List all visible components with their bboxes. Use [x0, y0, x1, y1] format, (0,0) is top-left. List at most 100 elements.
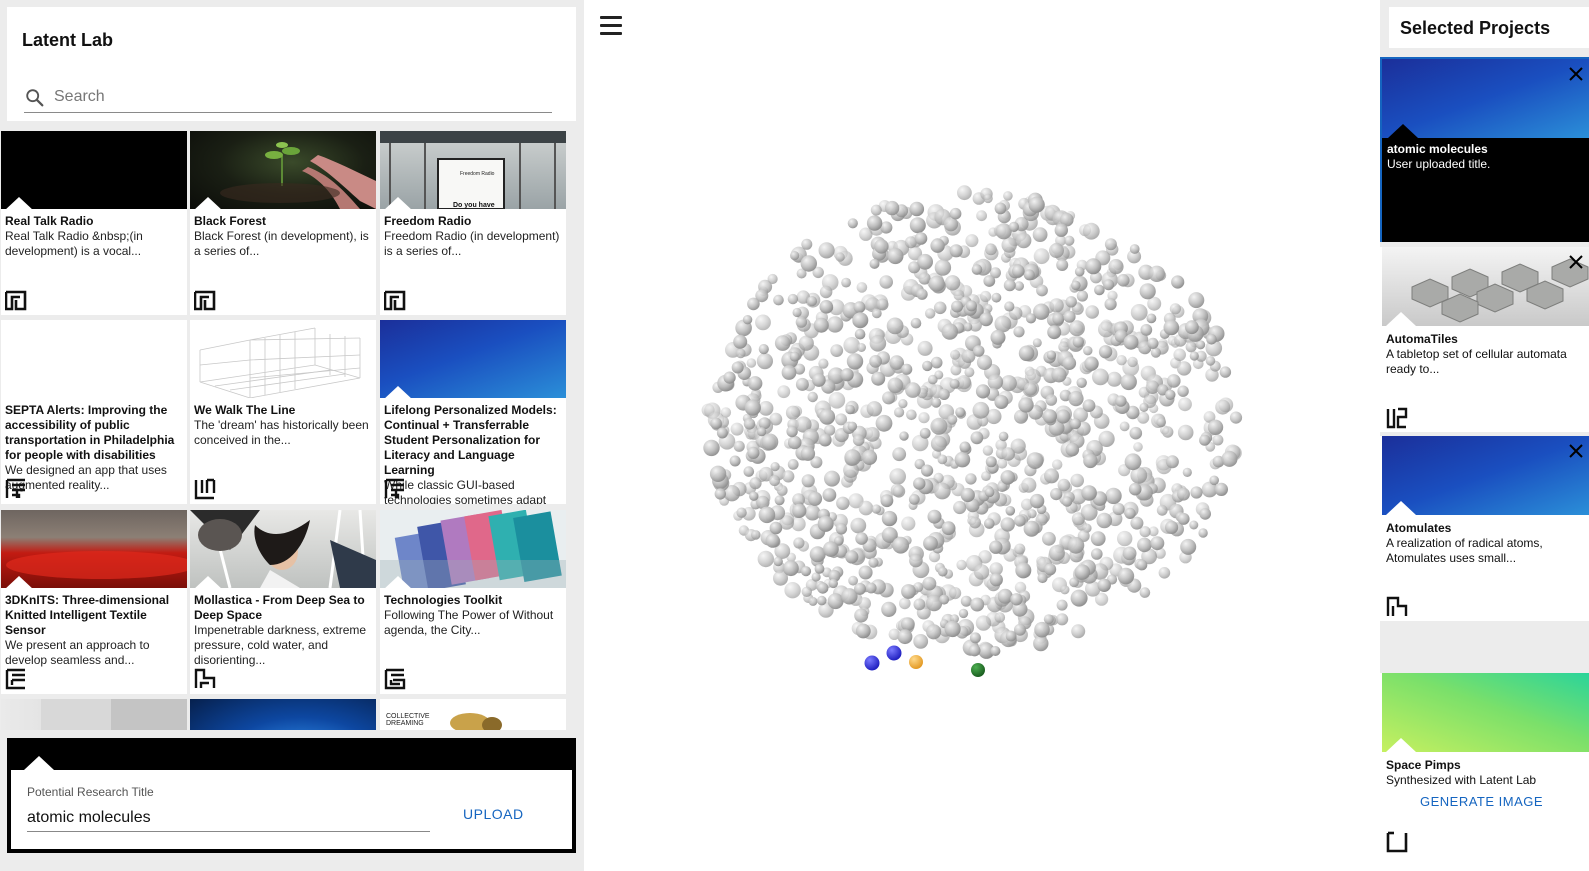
- embedding-point[interactable]: [994, 395, 1009, 409]
- embedding-point[interactable]: [827, 367, 845, 385]
- embedding-point[interactable]: [928, 275, 945, 292]
- search-input[interactable]: [54, 83, 544, 111]
- embedding-point[interactable]: [1090, 531, 1106, 546]
- embedding-point[interactable]: [1163, 319, 1180, 336]
- embedding-point[interactable]: [817, 515, 834, 532]
- embedding-point[interactable]: [836, 496, 850, 510]
- embedding-point[interactable]: [1147, 296, 1162, 311]
- embedding-point[interactable]: [943, 217, 959, 232]
- embedding-point[interactable]: [786, 425, 798, 438]
- embedding-point[interactable]: [930, 238, 945, 253]
- embedding-point[interactable]: [1137, 537, 1152, 553]
- embedding-point[interactable]: [1033, 248, 1050, 265]
- embedding-point[interactable]: [1003, 279, 1016, 292]
- embedding-point[interactable]: [968, 318, 982, 332]
- embedding-point[interactable]: [808, 596, 818, 606]
- embedding-point[interactable]: [949, 587, 962, 600]
- embedding-point[interactable]: [869, 355, 882, 368]
- embedding-point[interactable]: [742, 315, 753, 325]
- embedding-point[interactable]: [982, 445, 994, 456]
- embedding-point[interactable]: [828, 392, 846, 409]
- embedding-point[interactable]: [1074, 266, 1085, 277]
- embedding-point[interactable]: [949, 244, 963, 258]
- latent-space-visualization[interactable]: [600, 40, 1360, 860]
- embedding-point[interactable]: [852, 434, 865, 446]
- embedding-point[interactable]: [782, 470, 795, 483]
- embedding-point[interactable]: [937, 566, 948, 577]
- embedding-point[interactable]: [937, 454, 948, 465]
- embedding-point[interactable]: [987, 374, 1004, 390]
- embedding-point[interactable]: [1083, 453, 1098, 469]
- embedding-point[interactable]: [1156, 417, 1166, 428]
- embedding-point[interactable]: [795, 377, 809, 391]
- embedding-point[interactable]: [795, 416, 812, 433]
- embedding-point[interactable]: [770, 462, 780, 472]
- project-card[interactable]: [1, 699, 187, 730]
- embedding-point[interactable]: [1085, 258, 1102, 275]
- embedding-point[interactable]: [1037, 572, 1048, 584]
- embedding-point[interactable]: [1119, 421, 1130, 432]
- embedding-point[interactable]: [1001, 237, 1017, 253]
- highlighted-point[interactable]: [864, 655, 880, 671]
- embedding-point[interactable]: [908, 494, 920, 505]
- embedding-point[interactable]: [1165, 389, 1176, 400]
- embedding-point[interactable]: [985, 456, 997, 468]
- embedding-point[interactable]: [899, 431, 909, 441]
- embedding-point[interactable]: [892, 447, 907, 462]
- embedding-point[interactable]: [1167, 374, 1181, 388]
- embedding-point[interactable]: [1198, 528, 1208, 538]
- embedding-point[interactable]: [1126, 405, 1140, 420]
- embedding-point[interactable]: [865, 582, 877, 594]
- embedding-point[interactable]: [965, 234, 979, 248]
- embedding-point[interactable]: [994, 315, 1012, 333]
- embedding-point[interactable]: [774, 495, 785, 506]
- embedding-point[interactable]: [1165, 455, 1179, 469]
- embedding-point[interactable]: [1072, 336, 1084, 348]
- embedding-point[interactable]: [1098, 321, 1115, 338]
- embedding-point[interactable]: [1221, 450, 1238, 467]
- embedding-point[interactable]: [953, 500, 967, 515]
- embedding-point[interactable]: [1147, 337, 1159, 349]
- embedding-point[interactable]: [1081, 485, 1097, 501]
- embedding-point[interactable]: [856, 282, 868, 293]
- embedding-point[interactable]: [841, 277, 851, 288]
- embedding-point[interactable]: [1177, 512, 1190, 525]
- embedding-point[interactable]: [765, 533, 780, 548]
- embedding-point[interactable]: [801, 238, 813, 250]
- embedding-point[interactable]: [736, 507, 747, 518]
- embedding-point[interactable]: [898, 399, 908, 409]
- embedding-point[interactable]: [792, 493, 805, 506]
- embedding-point[interactable]: [990, 267, 1001, 279]
- selected-card-automatiles[interactable]: AutomaTiles A tabletop set of cellular au…: [1380, 247, 1589, 432]
- embedding-point[interactable]: [1069, 418, 1081, 430]
- embedding-point[interactable]: [913, 477, 926, 490]
- embedding-point[interactable]: [966, 300, 977, 312]
- embedding-point[interactable]: [922, 576, 937, 591]
- embedding-point[interactable]: [824, 470, 840, 487]
- embedding-point[interactable]: [970, 431, 984, 445]
- embedding-point[interactable]: [918, 412, 930, 424]
- embedding-point[interactable]: [909, 201, 925, 217]
- embedding-point[interactable]: [758, 401, 774, 416]
- embedding-point[interactable]: [887, 247, 904, 265]
- embedding-point[interactable]: [1023, 520, 1040, 537]
- embedding-point[interactable]: [969, 516, 981, 529]
- embedding-point[interactable]: [777, 385, 791, 399]
- embedding-point[interactable]: [1027, 509, 1037, 519]
- embedding-point[interactable]: [965, 473, 977, 485]
- embedding-point[interactable]: [1071, 624, 1086, 639]
- embedding-point[interactable]: [1115, 395, 1127, 407]
- embedding-point[interactable]: [1173, 348, 1186, 362]
- embedding-point[interactable]: [1219, 366, 1232, 378]
- embedding-point[interactable]: [1141, 548, 1157, 565]
- embedding-point[interactable]: [1016, 232, 1032, 249]
- embedding-point[interactable]: [787, 435, 802, 450]
- close-icon[interactable]: [1567, 253, 1585, 271]
- embedding-point[interactable]: [970, 597, 985, 612]
- embedding-point[interactable]: [791, 516, 806, 532]
- embedding-point[interactable]: [1092, 368, 1109, 386]
- embedding-point[interactable]: [1068, 391, 1084, 407]
- embedding-point[interactable]: [989, 573, 1003, 587]
- embedding-point[interactable]: [822, 488, 837, 502]
- embedding-point[interactable]: [1060, 585, 1070, 595]
